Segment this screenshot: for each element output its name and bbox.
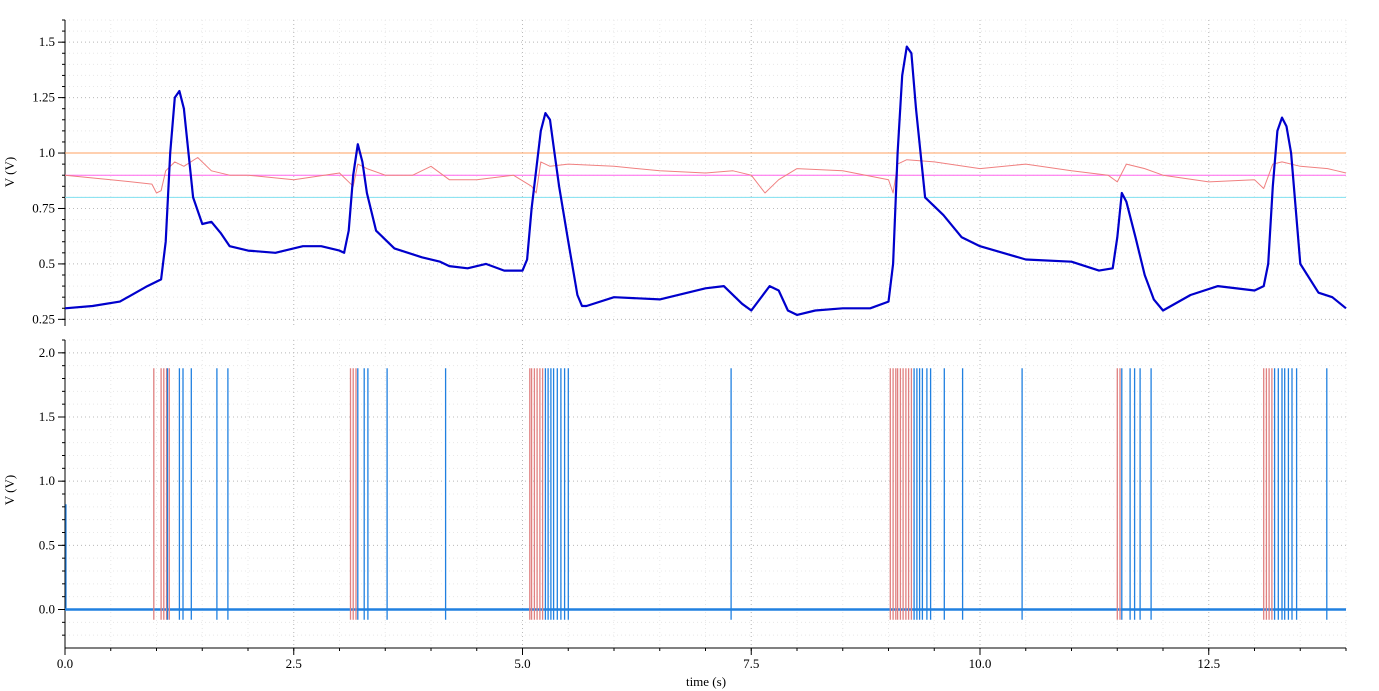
y-tick-label: 2.0 bbox=[39, 345, 55, 360]
y-tick-label: 0.5 bbox=[39, 537, 55, 552]
y-tick-label: 0.0 bbox=[39, 602, 55, 617]
y-tick-label: 1.0 bbox=[39, 473, 55, 488]
y-tick-label: 1.0 bbox=[39, 145, 55, 160]
x-tick-label: 7.5 bbox=[743, 656, 759, 671]
x-tick-label: 2.5 bbox=[286, 656, 302, 671]
bottom-y-axis-label: V (V) bbox=[2, 475, 17, 505]
y-tick-label: 1.25 bbox=[32, 90, 55, 105]
series-line-0 bbox=[64, 45, 1347, 316]
x-tick-label: 0.0 bbox=[57, 656, 73, 671]
top-y-axis-label: V (V) bbox=[2, 157, 17, 187]
x-tick-label: 12.5 bbox=[1197, 656, 1220, 671]
x-axis-label: time (s) bbox=[686, 674, 726, 689]
bottom-panel: 0.0 0.5 1.0 1.5 2.0 0.0 2.5 5.0 7.5 10.0 12.5 bbox=[39, 339, 1347, 671]
y-tick-label: 0.25 bbox=[32, 311, 55, 326]
y-tick-label: 0.75 bbox=[32, 200, 55, 215]
series-line-1 bbox=[64, 157, 1347, 194]
y-tick-label: 1.5 bbox=[39, 34, 55, 49]
y-tick-label: 1.5 bbox=[39, 409, 55, 424]
x-tick-label: 10.0 bbox=[969, 656, 992, 671]
y-tick-label: 0.5 bbox=[39, 256, 55, 271]
top-panel: 0.25 0.5 0.75 1.0 1.25 1.5 bbox=[32, 19, 1347, 326]
x-tick-label: 5.0 bbox=[514, 656, 530, 671]
